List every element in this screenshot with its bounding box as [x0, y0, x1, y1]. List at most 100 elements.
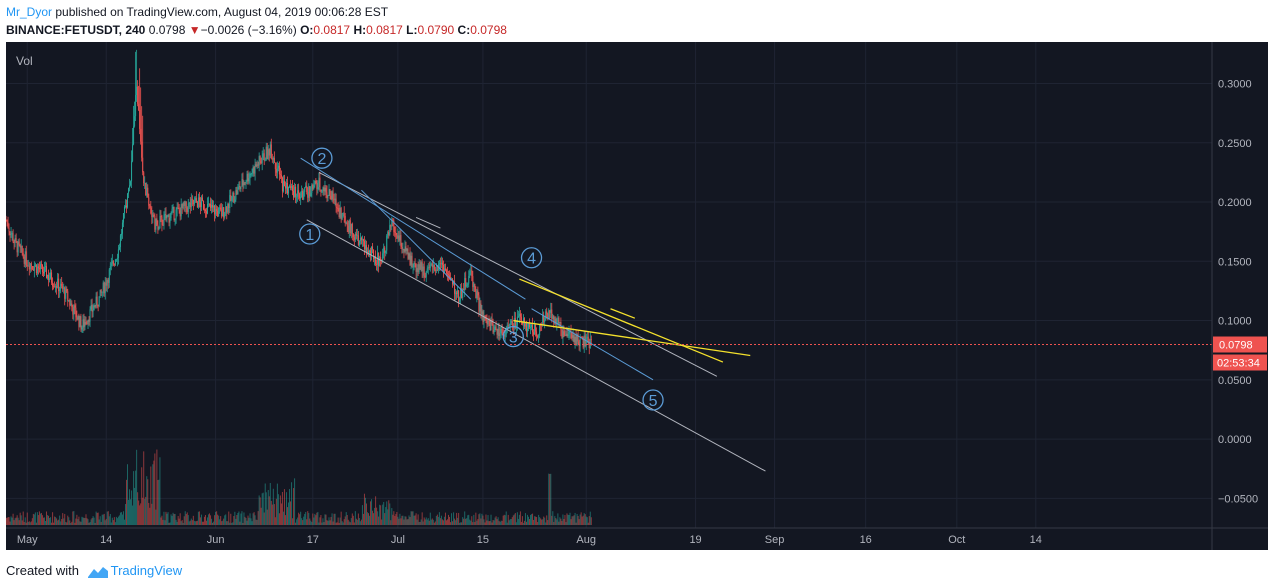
volume-bar — [153, 460, 155, 525]
volume-indicator-label[interactable]: Vol — [16, 54, 33, 68]
wave-line — [300, 157, 526, 300]
candle-body — [361, 239, 363, 241]
volume-bar — [16, 515, 18, 525]
candle-body — [24, 251, 26, 264]
volume-bar — [499, 521, 501, 525]
volume-bar — [468, 514, 470, 525]
candle-body — [410, 255, 412, 265]
volume-bar — [30, 521, 32, 525]
volume-bar — [559, 517, 561, 525]
volume-bar — [157, 480, 159, 525]
candle-body — [458, 290, 460, 302]
candle-body — [57, 278, 59, 288]
volume-bar — [180, 521, 182, 525]
candle-body — [332, 191, 334, 200]
volume-bar — [315, 515, 317, 525]
volume-bar — [494, 517, 496, 525]
volume-bar — [23, 521, 25, 525]
candle-body — [17, 241, 19, 253]
volume-bar — [407, 519, 409, 525]
volume-bar — [284, 515, 286, 525]
volume-bar — [471, 516, 473, 525]
volume-bar — [385, 507, 387, 525]
volume-bar — [295, 522, 297, 525]
candle-body — [508, 325, 510, 326]
candle-body — [285, 182, 287, 189]
candle-body — [277, 165, 279, 169]
volume-bar — [195, 521, 197, 525]
volume-bar — [188, 521, 190, 525]
candle-body — [536, 331, 538, 336]
volume-bar — [558, 521, 560, 525]
candle-body — [259, 156, 261, 162]
chart-area[interactable]: 1 2 3 4 5 0.3000 0.2500 0.2000 0.1500 0.1000 0.05… — [6, 42, 1268, 550]
candle-body — [162, 224, 164, 226]
candle-body — [368, 251, 370, 253]
volume-bar — [121, 514, 123, 525]
candle-body — [100, 289, 102, 293]
volume-bar — [316, 512, 318, 525]
candle-body — [231, 196, 233, 201]
candle-body — [588, 342, 590, 349]
volume-bar — [457, 517, 459, 525]
candle-body — [355, 233, 357, 236]
candle-body — [107, 280, 109, 283]
candle-body — [537, 335, 539, 338]
candle-body — [118, 247, 120, 250]
candle-body — [273, 157, 275, 163]
volume-bar — [207, 517, 209, 525]
candle-body — [255, 164, 257, 167]
volume-bar — [210, 515, 212, 525]
author-link[interactable]: Mr_Dyor — [6, 5, 53, 19]
candle-body — [220, 207, 222, 210]
volume-bar — [538, 514, 540, 525]
candle-body — [267, 149, 269, 159]
volume-bar — [389, 503, 391, 525]
volume-bar — [345, 512, 347, 525]
chart-background — [6, 42, 1268, 550]
volume-bar — [419, 521, 421, 525]
candle-body — [359, 237, 361, 241]
candle-body — [281, 177, 283, 192]
volume-bar — [70, 522, 72, 525]
candle-body — [535, 324, 537, 332]
candle-body — [313, 185, 315, 189]
volume-bar — [93, 517, 95, 525]
volume-bar — [261, 493, 263, 525]
volume-bar — [136, 449, 138, 525]
volume-bar — [298, 512, 300, 525]
candle-body — [494, 326, 496, 330]
volume-bar — [368, 513, 370, 525]
volume-bar — [132, 505, 134, 525]
candle-body — [49, 278, 51, 280]
candle-body — [485, 318, 487, 321]
volume-bar — [129, 489, 131, 525]
volume-bar — [258, 495, 260, 525]
volume-bar — [401, 515, 403, 525]
volume-bar — [148, 502, 150, 525]
tradingview-brand[interactable]: TradingView — [110, 563, 183, 578]
volume-bar — [518, 514, 520, 525]
volume-bar — [485, 514, 487, 525]
candle-body — [237, 187, 239, 195]
candle-body — [203, 209, 205, 211]
candle-body — [431, 263, 433, 268]
candle-body — [519, 313, 521, 317]
candle-body — [39, 264, 41, 270]
candle-body — [302, 191, 304, 200]
volume-bar — [480, 518, 482, 525]
volume-bar — [243, 512, 245, 525]
price-chart[interactable]: 1 2 3 4 5 0.3000 0.2500 0.2000 0.1500 0.1000 0.05… — [6, 42, 1268, 550]
volume-bar — [534, 516, 536, 525]
volume-bar — [491, 522, 493, 525]
candle-body — [496, 330, 498, 335]
volume-bar — [415, 513, 417, 525]
candle-body — [316, 183, 318, 190]
candle-body — [369, 250, 371, 253]
volume-bar — [171, 515, 173, 525]
volume-bar — [508, 520, 510, 525]
candle-body — [571, 332, 573, 338]
candle-body — [201, 197, 203, 201]
volume-bar — [379, 504, 381, 525]
candle-body — [123, 206, 125, 213]
